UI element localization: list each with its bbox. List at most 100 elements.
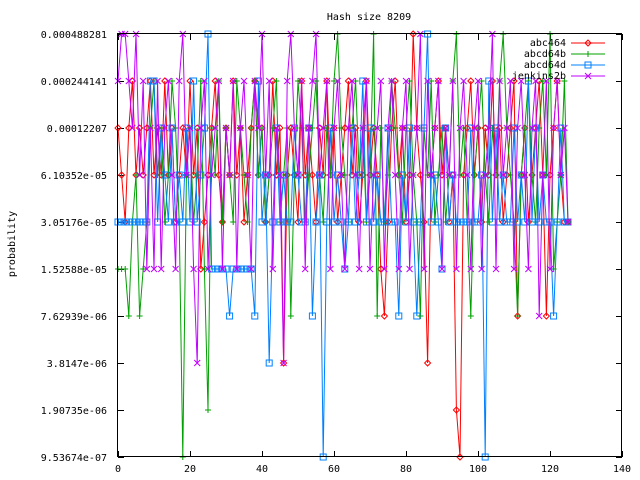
data-point-abcd64b — [331, 77, 337, 84]
data-point-abcd64b — [241, 172, 247, 178]
data-point-abcd64b — [561, 77, 568, 84]
data-point-jenkins2b — [402, 77, 410, 85]
data-point-abcd64d — [161, 171, 169, 179]
data-point-abcd64b — [273, 77, 280, 84]
data-point-abcd64d — [283, 218, 291, 226]
data-point-jenkins2b — [557, 171, 565, 179]
data-point-jenkins2b — [478, 265, 485, 273]
data-point-jenkins2b — [193, 359, 201, 367]
data-point-jenkins2b — [553, 77, 561, 85]
data-point-abcd64b — [133, 172, 139, 178]
data-point-abcd64d — [485, 77, 493, 85]
data-point-abcd64b — [431, 219, 438, 225]
data-point-jenkins2b — [543, 77, 550, 85]
data-point-abc464 — [333, 218, 342, 226]
data-point-abcd64b — [172, 125, 179, 131]
y-tick-label: 6.10352e-05 — [41, 171, 107, 182]
data-point-jenkins2b — [291, 124, 298, 132]
data-point-abcd64d — [269, 218, 277, 226]
y-tick-label: 1.90735e-06 — [41, 406, 107, 417]
data-point-jenkins2b — [201, 77, 208, 85]
data-point-jenkins2b — [424, 77, 431, 85]
data-point-jenkins2b — [327, 265, 334, 273]
data-point-jenkins2b — [172, 265, 179, 273]
data-point-jenkins2b — [474, 77, 482, 85]
data-point-jenkins2b — [309, 77, 316, 85]
data-point-jenkins2b — [352, 171, 359, 179]
series-jenkins2b — [114, 30, 572, 367]
data-point-jenkins2b — [265, 77, 273, 85]
data-point-jenkins2b — [175, 77, 183, 85]
data-point-abcd64d — [121, 218, 129, 226]
data-point-abc464 — [218, 218, 227, 226]
data-point-abcd64d — [445, 218, 453, 226]
data-point-abcd64d — [301, 218, 309, 226]
data-point-jenkins2b — [211, 124, 219, 132]
data-point-abcd64d — [388, 218, 396, 226]
data-point-abcd64d — [370, 218, 378, 226]
data-point-abcd64b — [406, 77, 413, 84]
data-point-abcd64d — [398, 171, 406, 179]
data-point-jenkins2b — [517, 77, 525, 85]
chart-title: Hash size 8209 — [327, 12, 411, 23]
data-point-jenkins2b — [503, 124, 511, 132]
data-point-jenkins2b — [546, 265, 554, 273]
data-point-abcd64d — [240, 265, 248, 273]
data-point-abcd64b — [201, 266, 208, 272]
data-point-jenkins2b — [449, 77, 457, 85]
data-point-abcd64d — [172, 218, 180, 226]
data-point-jenkins2b — [453, 265, 460, 273]
data-point-jenkins2b — [244, 171, 251, 179]
data-point-jenkins2b — [539, 171, 547, 179]
y-tick-label: 0.00012207 — [47, 124, 107, 135]
data-point-jenkins2b — [359, 124, 367, 132]
data-point-abcd64b — [248, 125, 255, 131]
data-point-abcd64d — [409, 218, 417, 226]
data-point-jenkins2b — [157, 265, 165, 273]
data-point-jenkins2b — [391, 171, 399, 179]
data-point-jenkins2b — [348, 77, 356, 85]
data-point-jenkins2b — [438, 265, 446, 273]
data-point-abcd64b — [403, 125, 409, 131]
data-point-jenkins2b — [273, 124, 280, 132]
data-point-abcd64d — [380, 218, 388, 226]
legend-label-jenkins2b: jenkins2b — [512, 71, 566, 82]
axes: 0 20 40 60 80 100 120 140 9.53674e-07 1.90735e-06… — [41, 30, 631, 475]
data-point-abcd64d — [330, 218, 338, 226]
data-point-abcd64d — [337, 218, 345, 226]
data-point-abcd64b — [320, 219, 327, 225]
y-axis-label: probability — [7, 211, 18, 277]
data-point-abcd64d — [344, 218, 352, 226]
data-point-abcd64b — [457, 172, 463, 178]
y-tick-label: 0.000244141 — [41, 77, 107, 88]
data-point-abcd64d — [251, 312, 259, 320]
data-point-jenkins2b — [229, 77, 237, 85]
data-point-abcd64d — [276, 218, 284, 226]
data-point-jenkins2b — [219, 265, 226, 273]
data-point-jenkins2b — [399, 124, 406, 132]
data-point-abcd64b — [485, 219, 492, 225]
data-point-jenkins2b — [298, 77, 305, 85]
data-point-jenkins2b — [269, 265, 277, 273]
data-point-abcd64b — [536, 125, 543, 131]
data-point-abcd64d — [413, 312, 421, 320]
data-point-abcd64b — [190, 219, 197, 225]
data-point-jenkins2b — [237, 124, 244, 132]
data-point-jenkins2b — [499, 171, 507, 179]
data-point-abc464 — [542, 312, 551, 320]
data-point-jenkins2b — [532, 77, 539, 85]
data-point-jenkins2b — [283, 77, 291, 85]
data-point-abcd64d — [546, 218, 554, 226]
data-point-jenkins2b — [161, 124, 169, 132]
data-point-abcd64d — [186, 218, 194, 226]
data-point-jenkins2b — [413, 124, 421, 132]
data-point-jenkins2b — [431, 124, 439, 132]
x-tick-label: 100 — [469, 464, 487, 475]
data-point-abcd64d — [550, 312, 558, 320]
data-point-abcd64d — [308, 312, 316, 320]
data-point-jenkins2b — [460, 77, 467, 85]
data-point-abcd64b — [197, 77, 204, 84]
data-point-jenkins2b — [442, 124, 449, 132]
data-point-abcd64d — [514, 218, 522, 226]
data-point-jenkins2b — [247, 265, 255, 273]
